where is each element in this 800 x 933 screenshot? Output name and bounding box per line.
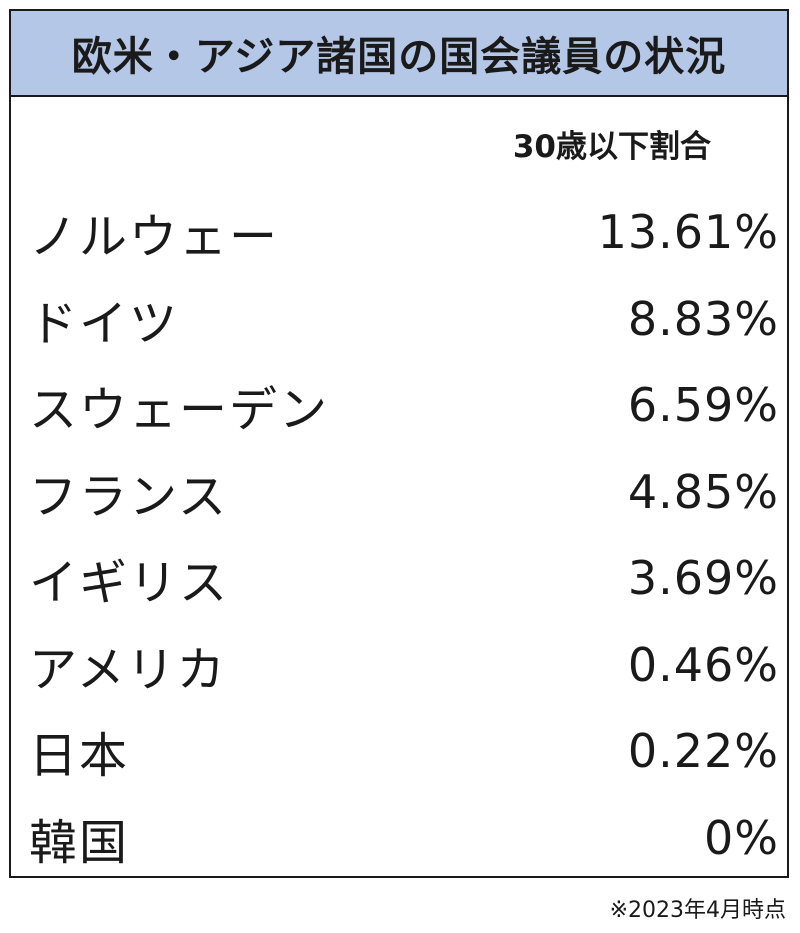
table-row: アメリカ 0.46%: [11, 622, 787, 709]
title-bar: 欧米・アジア諸国の国会議員の状況: [11, 11, 787, 97]
country-name: 韓国: [29, 814, 130, 871]
under30-ratio-value: 6.59%: [627, 378, 779, 433]
country-name: ノルウェー: [29, 209, 280, 266]
data-table: 欧米・アジア諸国の国会議員の状況 30歳以下割合 ノルウェー 13.61% ドイツ 8…: [9, 9, 789, 878]
column-header-under30-ratio: 30歳以下割合: [512, 129, 711, 165]
under30-ratio-value: 13.61%: [597, 205, 779, 260]
country-name: イギリス: [29, 555, 230, 612]
under30-ratio-value: 0%: [704, 810, 779, 865]
table-row: ノルウェー 13.61%: [11, 189, 787, 276]
under30-ratio-value: 3.69%: [627, 551, 779, 606]
table-row: 日本 0.22%: [11, 708, 787, 795]
country-name: ドイツ: [29, 295, 180, 352]
footnote: ※2023年4月時点: [609, 898, 786, 923]
under30-ratio-value: 4.85%: [627, 464, 779, 519]
table-row: フランス 4.85%: [11, 449, 787, 536]
under30-ratio-value: 0.22%: [627, 724, 779, 779]
table-row: スウェーデン 6.59%: [11, 362, 787, 449]
table-title: 欧米・アジア諸国の国会議員の状況: [71, 34, 727, 80]
table-row: イギリス 3.69%: [11, 535, 787, 622]
country-name: アメリカ: [29, 641, 227, 698]
table-body: ノルウェー 13.61% ドイツ 8.83% スウェーデン 6.59% フランス 4.85% イ…: [11, 189, 787, 881]
under30-ratio-value: 8.83%: [627, 291, 779, 346]
table-row: 韓国 0%: [11, 795, 787, 882]
country-name: スウェーデン: [29, 382, 330, 439]
country-name: フランス: [29, 468, 229, 525]
country-name: 日本: [29, 728, 130, 785]
under30-ratio-value: 0.46%: [627, 637, 779, 692]
table-row: ドイツ 8.83%: [11, 276, 787, 363]
